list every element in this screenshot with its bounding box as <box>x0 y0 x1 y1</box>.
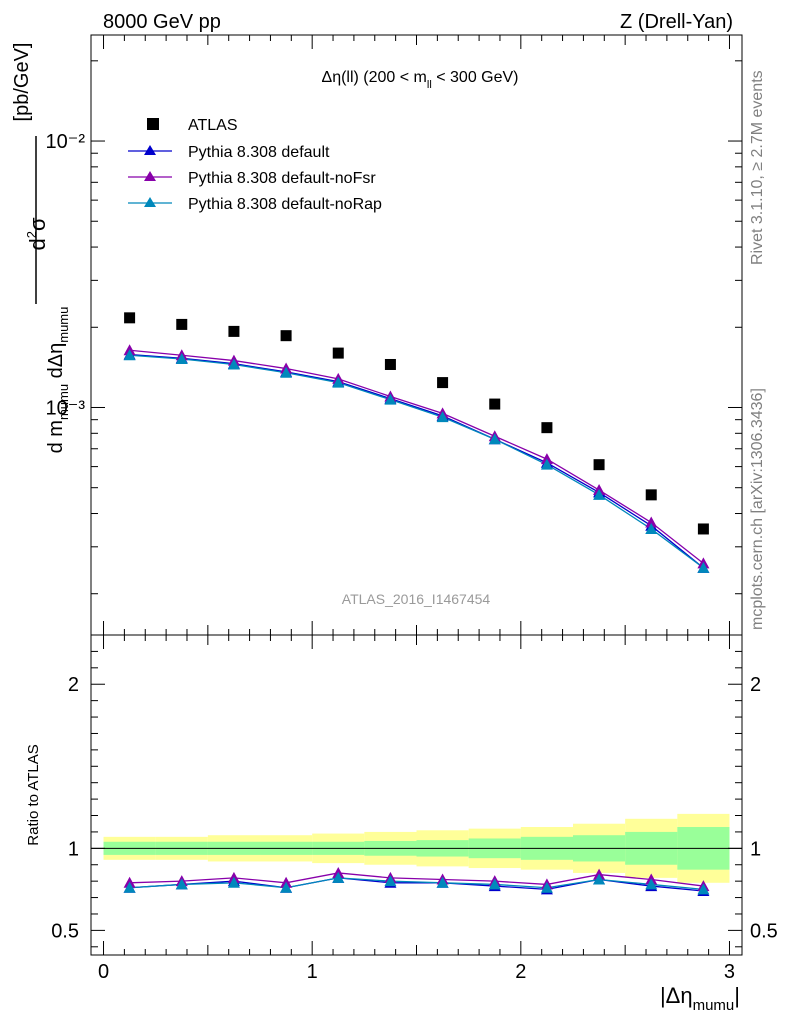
ratio-panel: 0.5 0.5 1 1 2 2 0 1 2 3 <box>51 635 778 983</box>
legend-label-default: Pythia 8.308 default <box>188 144 330 161</box>
ratio-y-tick-label-left: 1 <box>68 838 79 860</box>
mc-data-point <box>593 488 606 500</box>
ratio-frame <box>90 634 743 956</box>
svg-text:d mmumu dΔηmumu: d mmumu dΔηmumu <box>45 307 71 454</box>
svg-text:[pb/GeV]: [pb/GeV] <box>11 43 33 122</box>
atlas-data-point <box>332 347 344 359</box>
mc-data-point <box>436 411 449 423</box>
atlas-data-point <box>541 422 553 434</box>
main-y-tick-label: 10⁻³ <box>46 397 86 419</box>
atlas-data-point <box>280 330 292 342</box>
ratio-data-point <box>436 876 449 888</box>
mc-data-point <box>123 349 136 361</box>
ratio-series-line <box>129 877 704 892</box>
legend-label-nofsr: Pythia 8.308 default-noFsr <box>188 170 376 187</box>
mc-data-point <box>384 393 397 405</box>
header-left: 8000 GeV pp <box>103 11 221 33</box>
ratio-data-point <box>332 871 345 883</box>
atlas-data-point <box>228 325 240 337</box>
ratio-data-point <box>123 881 136 893</box>
rivet-label: Rivet 3.1.10, ≥ 2.7M events <box>749 70 766 265</box>
main-series-line <box>129 353 704 569</box>
legend-marker-default <box>144 145 156 155</box>
x-tick-label: 1 <box>307 961 318 983</box>
mc-data-point <box>540 458 553 470</box>
x-tick-label: 2 <box>515 961 526 983</box>
ratio-data-point <box>540 881 553 893</box>
ratio-data-point <box>175 878 188 890</box>
ratio-ylabel: Ratio to ATLAS <box>25 744 42 845</box>
atlas-data-point <box>697 523 709 535</box>
analysis-watermark: ATLAS_2016_I1467454 <box>342 591 491 607</box>
ratio-data-point <box>697 883 710 895</box>
ratio-data-point <box>227 876 240 888</box>
ratio-series-line <box>129 877 704 891</box>
atlas-data-point <box>437 377 449 389</box>
x-tick-label: 0 <box>98 961 109 983</box>
ratio-data-point <box>593 873 606 885</box>
ratio-y-tick-label-left: 0.5 <box>51 920 79 942</box>
legend-label-atlas: ATLAS <box>188 117 238 134</box>
atlas-data-point <box>384 358 396 370</box>
atlas-data-point <box>489 398 501 410</box>
ratio-y-tick-label-right: 1 <box>750 838 761 860</box>
mc-data-point <box>645 516 658 528</box>
main-series-line <box>129 349 704 564</box>
mc-data-point <box>332 376 345 388</box>
mc-data-point <box>540 453 553 465</box>
mc-data-point <box>645 522 658 534</box>
legend-marker-norap <box>144 197 156 207</box>
legend: ATLAS Pythia 8.308 default Pythia 8.308 … <box>128 117 382 213</box>
atlas-data-point <box>593 459 605 471</box>
x-axis-label: |Δηmumu| <box>660 983 740 1014</box>
legend-label-norap: Pythia 8.308 default-noRap <box>188 196 382 213</box>
mc-data-point <box>175 353 188 365</box>
header-right: Z (Drell-Yan) <box>620 11 733 33</box>
ratio-data-point <box>488 878 501 890</box>
main-ylabel: d2σ d mmumu dΔηmumu [pb/GeV] <box>11 43 71 454</box>
mc-data-point <box>697 561 710 573</box>
atlas-data-point <box>176 318 188 330</box>
ratio-y-tick-label-left: 2 <box>68 674 79 696</box>
ratio-data-point <box>645 878 658 890</box>
ratio-series-line <box>129 872 704 887</box>
mc-data-point <box>280 366 293 378</box>
atlas-data-point <box>124 312 136 324</box>
mc-data-point <box>227 358 240 370</box>
main-y-tick-label: 10⁻² <box>46 131 86 153</box>
legend-marker-atlas <box>147 118 159 130</box>
mc-data-point <box>488 433 501 445</box>
legend-marker-nofsr <box>144 171 156 181</box>
main-series-line <box>129 354 704 569</box>
svg-text:d2σ: d2σ <box>24 217 50 250</box>
main-panel: 10⁻³ 10⁻² <box>46 35 742 635</box>
ratio-y-tick-label-right: 0.5 <box>750 920 778 942</box>
x-tick-label: 3 <box>724 961 735 983</box>
main-title: Δη(ll) (200 < mll < 300 GeV) <box>322 69 519 91</box>
atlas-data-point <box>645 489 657 501</box>
mcplots-label: mcplots.cern.ch [arXiv:1306.3436] <box>749 388 766 630</box>
ratio-data-point <box>280 881 293 893</box>
ratio-y-tick-label-right: 2 <box>750 674 761 696</box>
ratio-data-point <box>384 875 397 887</box>
